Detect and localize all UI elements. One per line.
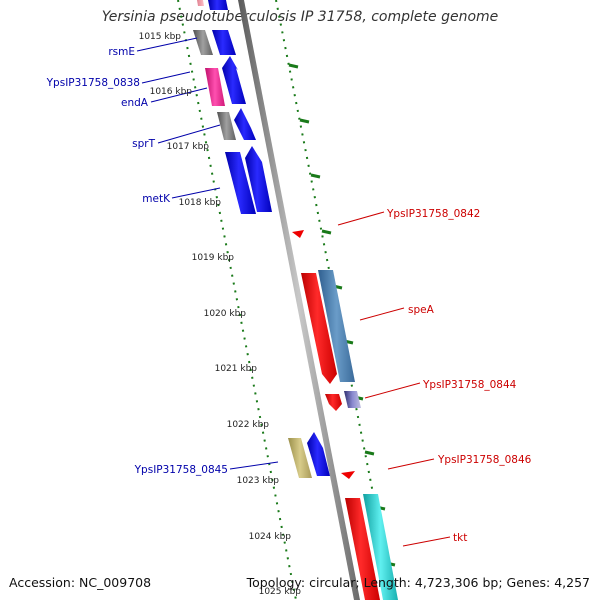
gene-YpsIP31758_0838 — [205, 68, 225, 106]
gene-tkt-cyan — [363, 494, 398, 600]
feature-label-sprt[interactable]: sprT — [132, 138, 155, 150]
gene-metK-arrow — [245, 146, 272, 212]
scale-label: 1020 kbp — [204, 309, 247, 319]
gene-YpsIP31758_0844-red — [325, 394, 342, 411]
gene-speA-steel — [318, 270, 355, 382]
feature-label-rsme[interactable]: rsmE — [108, 46, 135, 58]
feature-label-tkt[interactable]: tkt — [453, 532, 467, 544]
gene-speA-red — [301, 273, 337, 384]
scale-labels: 1015 kbp 1016 kbp 1017 kbp 1018 kbp 1019 kbp… — [139, 32, 302, 597]
scale-label: 1025 kbp — [259, 587, 302, 597]
tick-track-left — [177, 0, 297, 600]
gene-endA — [222, 56, 246, 104]
gene-sprT-gray — [217, 112, 236, 140]
scale-label: 1015 kbp — [139, 32, 182, 42]
feature-label-ypsip31758_0838[interactable]: YpsIP31758_0838 — [46, 77, 140, 89]
gene-YpsIP31758_0846 — [341, 471, 355, 479]
scale-label: 1018 kbp — [179, 198, 222, 208]
feature-label-ypsip31758_0845[interactable]: YpsIP31758_0845 — [134, 464, 228, 476]
genome-title: Yersinia pseudotuberculosis IP 31758, co… — [101, 9, 499, 25]
feature-label-metk[interactable]: metK — [142, 193, 171, 205]
topology-text: Topology: circular; Length: 4,723,306 bp… — [246, 575, 590, 590]
scale-label: 1023 kbp — [237, 476, 280, 486]
scale-label: 1024 kbp — [249, 532, 292, 542]
gene-sprT-blue — [234, 108, 256, 140]
feature-label-spea[interactable]: speA — [408, 304, 435, 316]
feature-label-ypsip31758_0842[interactable]: YpsIP31758_0842 — [386, 208, 480, 220]
gene-cut-top-blue — [208, 0, 228, 10]
scale-label: 1016 kbp — [150, 87, 193, 97]
gene-YpsIP31758_0844-purple — [344, 391, 361, 408]
feature-label-ypsip31758_0846[interactable]: YpsIP31758_0846 — [437, 454, 532, 466]
scale-label: 1017 kbp — [167, 142, 210, 152]
genome-backbone — [238, 0, 360, 600]
feature-labels: rsmE YpsIP31758_0838 endA sprT metK YpsIP3175… — [46, 46, 532, 544]
gene-cut-top-pink — [197, 0, 204, 6]
gene-YpsIP31758_0845-olive — [288, 438, 312, 478]
feature-label-ypsip31758_0844[interactable]: YpsIP31758_0844 — [422, 379, 517, 391]
gene-rsmE-blue — [212, 30, 236, 55]
gene-tkt-red — [345, 498, 380, 600]
accession-text: Accession: NC_009708 — [9, 575, 152, 590]
leader-lines-right — [337, 211, 451, 547]
gene-YpsIP31758_0845-blue — [307, 432, 330, 476]
scale-label: 1019 kbp — [192, 253, 235, 263]
gene-metK-box — [225, 152, 256, 214]
gene-YpsIP31758_0842 — [292, 230, 304, 238]
scale-label: 1022 kbp — [227, 420, 270, 430]
scale-label: 1021 kbp — [215, 364, 258, 374]
feature-label-enda[interactable]: endA — [121, 97, 149, 109]
gene-rsmE-gray — [193, 30, 213, 55]
leader-lines-left — [136, 37, 279, 470]
